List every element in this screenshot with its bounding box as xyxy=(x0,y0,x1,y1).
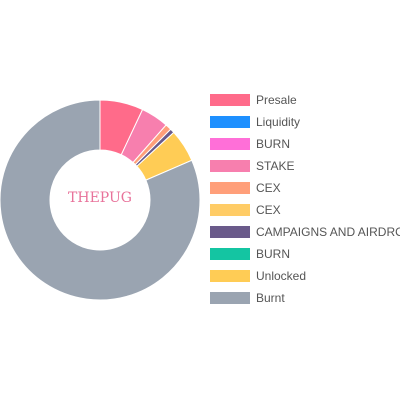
legend-label: CEX xyxy=(256,181,281,195)
legend-swatch xyxy=(210,292,250,304)
legend-swatch xyxy=(210,248,250,260)
legend-label: Liquidity xyxy=(256,115,301,129)
legend-swatch xyxy=(210,182,250,194)
legend-item-2[interactable]: BURN xyxy=(210,133,400,155)
slice-9[interactable] xyxy=(0,99,201,301)
legend-item-3[interactable]: STAKE xyxy=(210,155,400,177)
legend-item-7[interactable]: BURN xyxy=(210,243,400,265)
legend-item-9[interactable]: Burnt xyxy=(210,287,400,309)
legend-label: BURN xyxy=(256,247,291,261)
center-label: THEPUG xyxy=(68,190,132,206)
legend-label: STAKE xyxy=(256,159,295,173)
legend-label: CAMPAIGNS AND AIRDROPS xyxy=(256,225,400,239)
legend-label: Unlocked xyxy=(256,269,307,283)
chart-legend: Presale Liquidity BURN STAKE CEX CEX CAMPAIGNS… xyxy=(210,89,400,309)
legend-swatch xyxy=(210,270,250,282)
legend-swatch xyxy=(210,138,250,150)
legend-swatch xyxy=(210,204,250,216)
legend-swatch xyxy=(210,160,250,172)
legend-swatch xyxy=(210,116,250,128)
legend-swatch xyxy=(210,226,250,238)
legend-label: Burnt xyxy=(256,291,285,305)
legend-swatch xyxy=(210,94,250,106)
legend-item-8[interactable]: Unlocked xyxy=(210,265,400,287)
legend-item-0[interactable]: Presale xyxy=(210,89,400,111)
legend-item-6[interactable]: CAMPAIGNS AND AIRDROPS xyxy=(210,221,400,243)
legend-item-1[interactable]: Liquidity xyxy=(210,111,400,133)
legend-label: BURN xyxy=(256,137,291,151)
legend-item-5[interactable]: CEX xyxy=(210,199,400,221)
legend-item-4[interactable]: CEX xyxy=(210,177,400,199)
legend-label: CEX xyxy=(256,203,281,217)
legend-label: Presale xyxy=(256,93,297,107)
